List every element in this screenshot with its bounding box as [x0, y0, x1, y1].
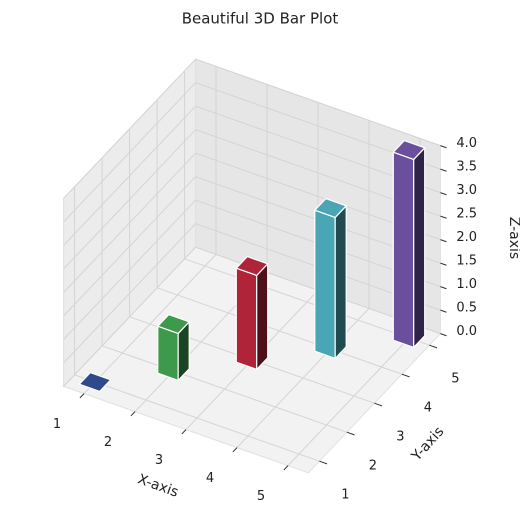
- grid-line: [63, 199, 196, 340]
- bar-top: [314, 198, 347, 218]
- y-tick: [319, 460, 328, 465]
- z-axis-label: Z-axis: [506, 217, 520, 259]
- grid-line: [195, 58, 441, 147]
- bar-top: [157, 314, 190, 334]
- x-axis-label: X-axis: [136, 471, 181, 500]
- x-tick-label: 1: [53, 417, 61, 432]
- z-tick: [440, 262, 447, 266]
- y-tick-label: 1: [341, 488, 349, 503]
- z-tick-label: 2.5: [456, 207, 477, 222]
- grid-line: [184, 258, 430, 346]
- x-tick: [181, 429, 187, 435]
- grid-line: [74, 374, 320, 462]
- grid-line: [63, 129, 196, 270]
- y-tick-label: 5: [451, 372, 459, 387]
- grid-line: [63, 152, 196, 293]
- y-tick: [374, 402, 383, 407]
- x-tick-label: 3: [155, 453, 163, 468]
- z-tick: [440, 333, 447, 337]
- grid-line: [156, 287, 403, 375]
- bar-front: [235, 267, 258, 370]
- z-tick-label: 4.0: [456, 136, 477, 151]
- y-tick-label: 2: [369, 459, 377, 474]
- x-tick: [283, 465, 289, 471]
- y-tick: [401, 373, 410, 378]
- y-tick-label: 4: [424, 401, 432, 416]
- x-tick: [232, 447, 238, 453]
- bars: [78, 140, 426, 392]
- grid-line: [63, 82, 196, 223]
- bar-top: [235, 256, 269, 276]
- z-tick: [440, 239, 447, 243]
- grid-line: [63, 105, 196, 246]
- bar-front: [314, 209, 336, 359]
- bar-top: [78, 372, 112, 392]
- z-tick: [440, 145, 447, 149]
- y-tick: [429, 344, 438, 349]
- bar: [314, 198, 347, 359]
- z-tick-label: 3.5: [456, 160, 477, 175]
- bar: [157, 314, 190, 381]
- bar-front: [392, 151, 415, 348]
- z-tick: [440, 215, 447, 219]
- z-tick-label: 3.0: [456, 183, 477, 198]
- bar-side: [334, 205, 347, 359]
- z-tick-label: 2.0: [456, 230, 477, 245]
- z-tick: [440, 309, 447, 313]
- x-tick-label: 2: [104, 435, 112, 450]
- grid-line: [63, 246, 196, 387]
- x-tick-label: 5: [257, 489, 265, 504]
- bar-front: [157, 325, 179, 381]
- x-tick: [79, 393, 85, 399]
- z-tick: [440, 168, 447, 172]
- y-tick-label: 3: [396, 430, 404, 445]
- z-tick: [440, 192, 447, 196]
- y-tick: [346, 431, 355, 436]
- grid-line: [63, 58, 196, 199]
- bar-top: [392, 140, 426, 160]
- z-tick-label: 1.5: [456, 254, 477, 269]
- z-tick-label: 0.0: [456, 324, 477, 339]
- grid-line: [101, 345, 348, 433]
- bar: [78, 372, 112, 392]
- bar: [235, 256, 269, 370]
- grid-line: [63, 223, 196, 364]
- x-tick: [130, 411, 136, 417]
- bar-side: [256, 263, 269, 370]
- chart-title: Beautiful 3D Bar Plot: [182, 10, 339, 28]
- x-tick-label: 4: [206, 471, 214, 486]
- grid-line: [63, 176, 196, 317]
- z-tick-label: 0.5: [456, 301, 477, 316]
- z-tick: [440, 286, 447, 290]
- y-axis-label: Y-axis: [408, 424, 447, 465]
- z-tick-label: 1.0: [456, 277, 477, 292]
- bar-side: [413, 147, 426, 348]
- bar: [392, 140, 426, 348]
